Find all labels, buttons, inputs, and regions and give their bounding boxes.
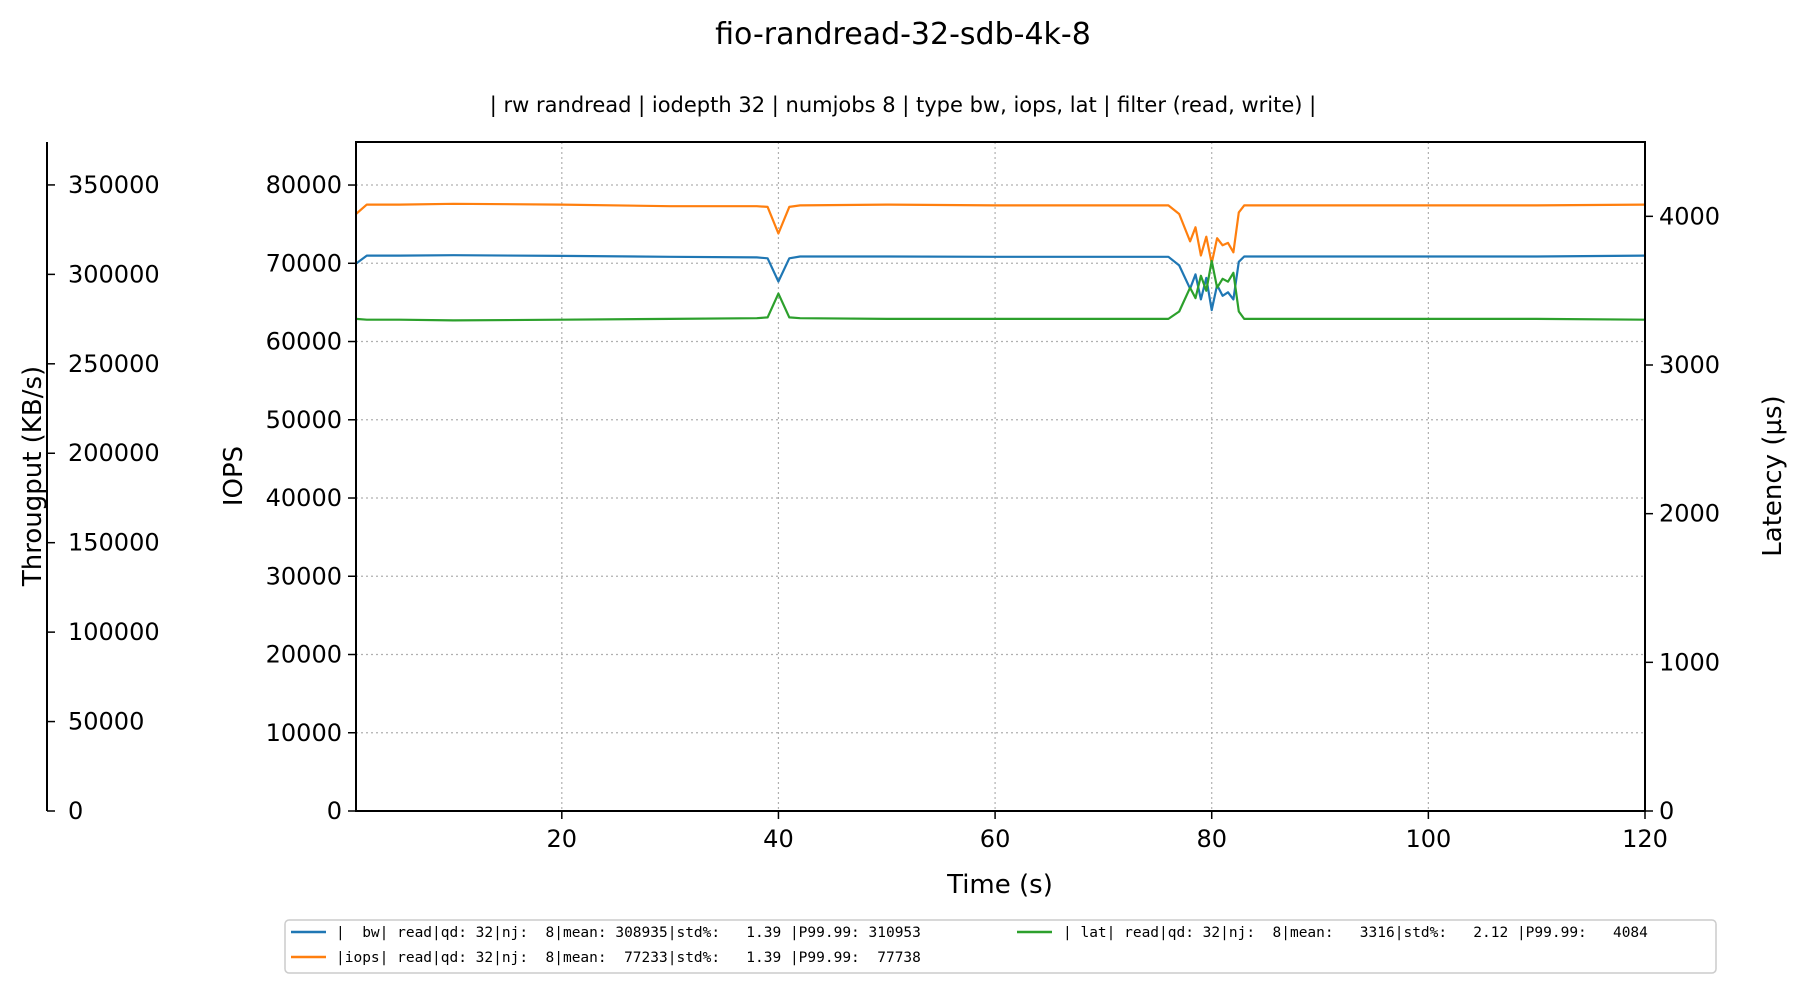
throughput-tick-label: 150000: [68, 529, 160, 557]
series-line-bw: [355, 254, 1646, 312]
x-axis-ticks: 20 40 60 80 100 120: [547, 811, 1668, 853]
latency-tick-label: 3000: [1659, 351, 1720, 379]
throughput-tick-label: 50000: [68, 708, 144, 736]
legend-box: [284, 919, 1717, 974]
throughput-tick-label: 250000: [68, 350, 160, 378]
iops-axis-label: IOPS: [219, 446, 249, 506]
latency-axis-label: Latency (µs): [1758, 395, 1788, 556]
iops-tick-label: 80000: [266, 171, 342, 199]
x-tick-label: 100: [1405, 825, 1451, 853]
legend: | bw| read|qd: 32|nj: 8|mean: 308935|std…: [284, 919, 1717, 974]
iops-axis-ticks: 0 10000 20000 30000 40000 50000 60000 70000 8000…: [266, 171, 356, 825]
x-tick-label: 120: [1622, 825, 1668, 853]
iops-tick-label: 70000: [266, 249, 342, 277]
throughput-axis-ticks: 0 50000 100000 150000 200000 250000 300000 3500…: [47, 171, 160, 825]
throughput-tick-label: 350000: [68, 171, 160, 199]
throughput-tick-label: 200000: [68, 439, 160, 467]
x-tick-label: 60: [980, 825, 1011, 853]
iops-tick-label: 50000: [266, 406, 342, 434]
x-axis-label: Time (s): [946, 870, 1053, 900]
latency-axis-ticks: 0 1000 2000 3000 4000: [1645, 202, 1720, 825]
latency-tick-label: 0: [1659, 797, 1674, 825]
chart-title: fio-randread-32-sdb-4k-8: [715, 17, 1091, 52]
x-tick-label: 40: [763, 825, 794, 853]
throughput-tick-label: 300000: [68, 260, 160, 288]
iops-tick-label: 30000: [266, 562, 342, 590]
throughput-tick-label: 0: [68, 797, 83, 825]
iops-tick-label: 20000: [266, 641, 342, 669]
throughput-axis-label: Througput (KB/s): [18, 366, 48, 587]
latency-tick-label: 4000: [1659, 202, 1720, 230]
iops-tick-label: 60000: [266, 328, 342, 356]
latency-tick-label: 1000: [1659, 648, 1720, 676]
legend-label-lat: | lat| read|qd: 32|nj: 8|mean: 3316|std%…: [1063, 925, 1648, 941]
throughput-tick-label: 100000: [68, 618, 160, 646]
iops-tick-label: 0: [327, 797, 342, 825]
series-line-iops: [355, 202, 1646, 265]
legend-label-iops: |iops| read|qd: 32|nj: 8|mean: 77233|std…: [336, 950, 921, 966]
legend-label-bw: | bw| read|qd: 32|nj: 8|mean: 308935|std…: [336, 925, 921, 941]
latency-tick-label: 2000: [1659, 500, 1720, 528]
series-line-lat: [355, 259, 1646, 322]
chart-subtitle: | rw randread | iodepth 32 | numjobs 8 |…: [490, 93, 1316, 118]
x-tick-label: 80: [1196, 825, 1227, 853]
plot-frame: [355, 141, 1646, 812]
iops-tick-label: 10000: [266, 719, 342, 747]
iops-tick-label: 40000: [266, 484, 342, 512]
plot-lines: [355, 202, 1646, 322]
x-tick-label: 20: [547, 825, 578, 853]
